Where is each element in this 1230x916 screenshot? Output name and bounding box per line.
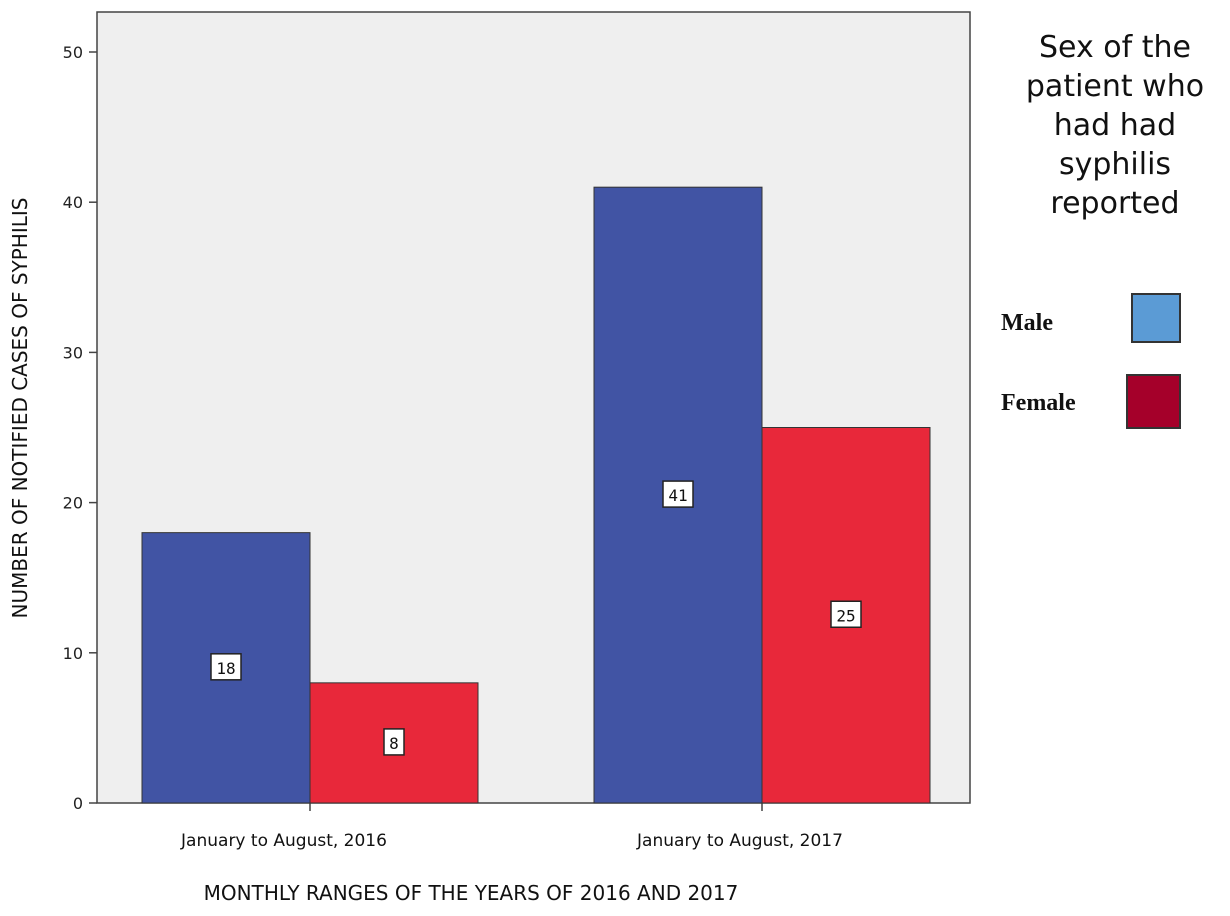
data-label-box (830, 600, 862, 628)
data-label-box (662, 480, 694, 508)
x-tick-label: January to August, 2017 (636, 831, 843, 851)
legend-title-line: reported (1050, 186, 1180, 221)
data-label: 25 (830, 600, 862, 628)
data-label-value: 8 (389, 734, 399, 753)
legend-title-line: Sex of the (1039, 30, 1191, 65)
y-tick-label: 0 (73, 794, 83, 813)
data-label: 18 (210, 653, 242, 681)
y-tick-label: 30 (63, 343, 83, 362)
y-axis: 0 10 20 30 40 50 (63, 43, 97, 813)
data-label-value: 41 (668, 486, 687, 505)
legend-item-female: Female (1001, 374, 1181, 429)
legend-label-female: Female (1001, 389, 1076, 416)
data-labels-group: 18 41 8 25 (210, 480, 862, 756)
data-label-value: 25 (836, 606, 855, 625)
data-label: 8 (383, 728, 405, 756)
x-axis: January to August, 2016 January to August… (180, 803, 843, 851)
legend-swatch-female (1126, 374, 1181, 429)
legend-item-male: Male (1001, 293, 1181, 343)
y-tick-label: 20 (63, 494, 83, 513)
data-label-box (210, 653, 242, 681)
legend-title-line: syphilis (1058, 147, 1172, 182)
data-label: 41 (662, 480, 694, 508)
x-tick-label: January to August, 2016 (180, 831, 387, 851)
legend-swatch-male (1131, 293, 1181, 343)
data-label-box (383, 728, 405, 756)
legend-label-male: Male (1001, 309, 1053, 336)
legend-title: Sex of the patient who had had syphilis repo… (1000, 28, 1230, 223)
y-axis-title: NUMBER OF NOTIFIED CASES OF SYPHILIS (8, 198, 32, 619)
y-tick-label: 10 (63, 644, 83, 663)
data-label-value: 18 (216, 659, 235, 678)
y-tick-label: 40 (63, 193, 83, 212)
y-tick-label: 50 (63, 43, 83, 62)
legend-title-line: had had (1053, 108, 1177, 143)
legend-title-line: patient who (1025, 69, 1205, 104)
x-axis-title: MONTHLY RANGES OF THE YEARS OF 2016 AND … (204, 881, 739, 905)
